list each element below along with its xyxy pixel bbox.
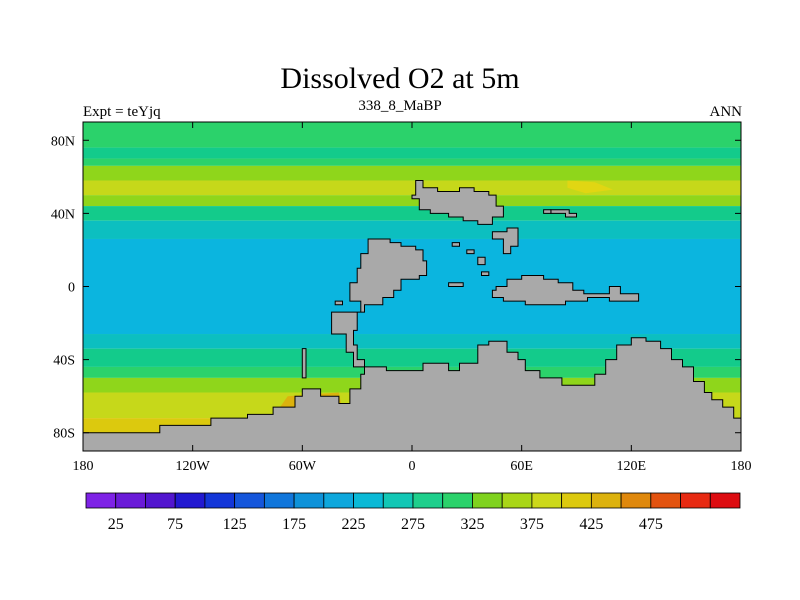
landmass-9 (481, 271, 490, 276)
colorbar-swatch-13 (472, 492, 503, 509)
colorbar: 25 75 125 175 225 275 325 375 425 475 (85, 492, 741, 533)
zonal-band-1 (83, 147, 741, 159)
colorbar-swatch-9 (353, 492, 384, 509)
colorbar-swatch-10 (382, 492, 414, 509)
colorbar-swatch-21 (709, 492, 741, 509)
y-tick-label-4: 80S (53, 427, 75, 442)
colorbar-label-8: 425 (579, 516, 603, 533)
colorbar-label-7: 375 (520, 516, 544, 533)
landmass-7 (466, 249, 475, 255)
colorbar-swatch-19 (650, 492, 681, 509)
experiment-age-label: 338_8_MaBP (358, 98, 442, 114)
landmass-4 (550, 209, 577, 218)
season-label: ANN (709, 104, 743, 120)
colorbar-swatch-18 (620, 492, 652, 509)
colorbar-swatch-8 (323, 492, 354, 509)
landmass-0 (83, 238, 741, 451)
colorbar-label-6: 325 (460, 516, 484, 533)
colorbar-swatch-6 (263, 492, 295, 509)
colorbar-swatch-11 (412, 492, 444, 509)
y-tick-label-2: 0 (68, 281, 75, 296)
zonal-band-7 (83, 220, 741, 239)
landmass-3 (491, 275, 640, 306)
landmass-12 (301, 348, 307, 379)
colorbar-swatch-16 (561, 492, 592, 509)
y-tick-label-0: 80N (51, 134, 75, 149)
colorbar-swatch-20 (680, 492, 711, 509)
page-title: Dissolved O2 at 5m (280, 62, 520, 95)
colorbar-swatch-17 (590, 492, 622, 509)
zonal-band-3 (83, 165, 741, 181)
colorbar-swatch-4 (204, 492, 236, 509)
landmass-8 (477, 256, 486, 266)
colorbar-label-2: 125 (223, 516, 247, 533)
colorbar-swatch-15 (531, 492, 563, 509)
landmass-5 (543, 209, 552, 214)
zonal-band-4 (83, 180, 741, 196)
zonal-band-5 (83, 195, 741, 207)
colorbar-swatch-2 (145, 492, 176, 509)
zonal-band-2 (83, 158, 741, 166)
y-tick-label-1: 40N (51, 207, 75, 222)
landmass-10 (448, 282, 464, 287)
zonal-band-9 (83, 334, 741, 349)
x-tick-label-1: 120W (176, 459, 211, 474)
colorbar-label-3: 175 (282, 516, 306, 533)
colorbar-swatch-0 (85, 492, 117, 509)
colorbar-swatch-5 (234, 492, 265, 509)
colorbar-label-9: 475 (639, 516, 663, 533)
colorbar-swatch-3 (174, 492, 206, 509)
landmass-2 (491, 227, 519, 255)
landmass-6 (451, 242, 460, 247)
experiment-id-label: Expt = teYjq (83, 104, 161, 120)
x-tick-label-4: 60E (510, 459, 533, 474)
y-tick-label-3: 40S (53, 354, 75, 369)
x-tick-label-6: 180 (731, 459, 752, 474)
zonal-band-6 (83, 206, 741, 221)
colorbar-swatch-7 (293, 492, 325, 509)
colorbar-label-5: 275 (401, 516, 425, 533)
land-mask (83, 180, 741, 451)
colorbar-label-1: 75 (167, 516, 183, 533)
value-feature-0 (567, 180, 614, 194)
x-tick-label-2: 60W (289, 459, 317, 474)
axis-ticks: 180 120W 60W 0 60E 120E 180 80N 40N 0 40S 80S (51, 122, 752, 474)
colorbar-label-0: 25 (108, 516, 124, 533)
x-tick-label-3: 0 (409, 459, 416, 474)
x-tick-label-0: 180 (73, 459, 94, 474)
colorbar-swatch-1 (115, 492, 146, 509)
colorbar-swatch-12 (442, 492, 473, 509)
zonal-band-10 (83, 348, 741, 367)
landmass-11 (334, 300, 343, 306)
x-tick-label-5: 120E (617, 459, 647, 474)
colorbar-swatch-14 (501, 492, 533, 509)
landmass-1 (411, 180, 504, 225)
colorbar-label-4: 225 (342, 516, 366, 533)
